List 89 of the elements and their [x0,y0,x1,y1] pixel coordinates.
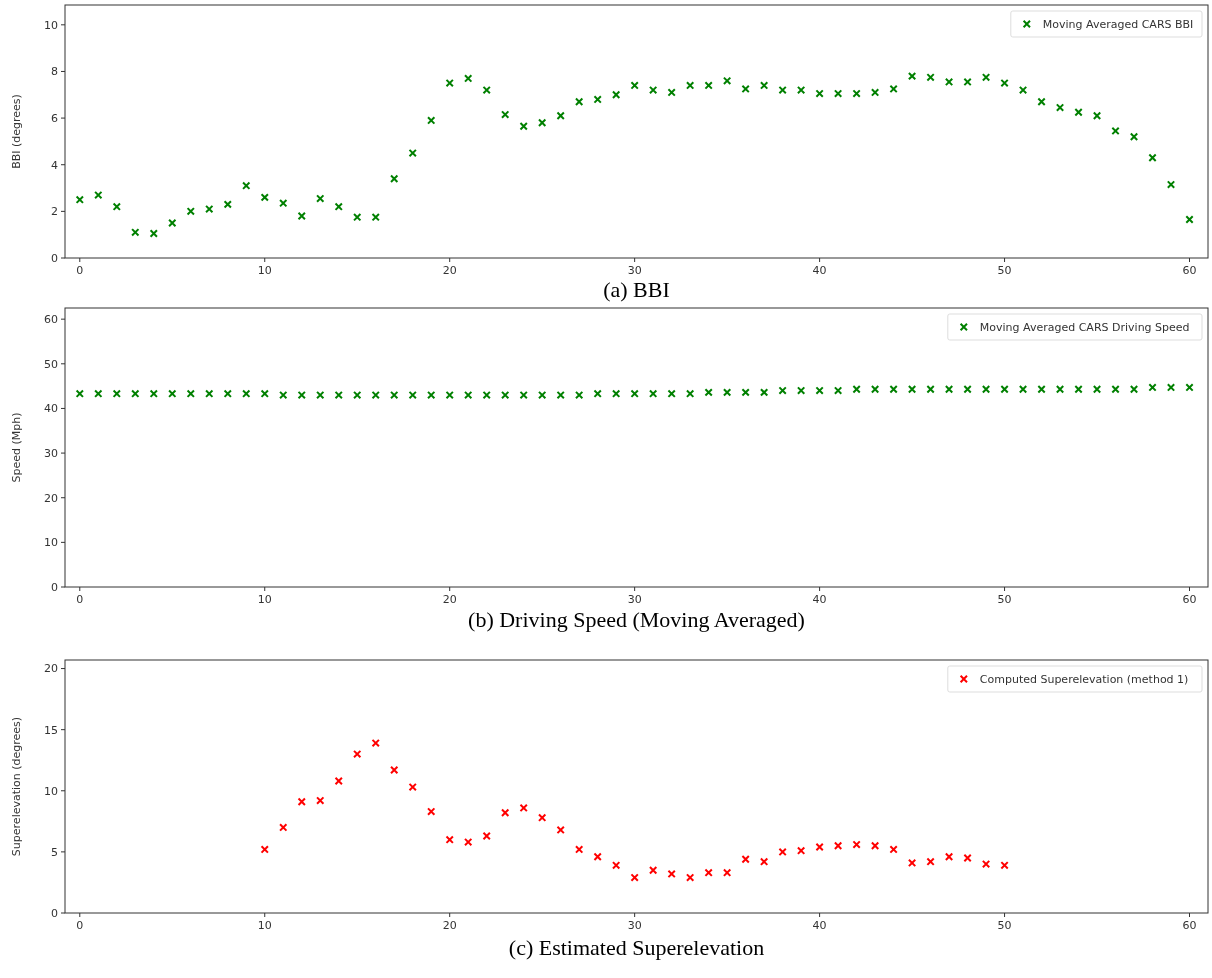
point [667,869,676,879]
point [427,807,436,816]
y-tick-label: 4 [51,158,58,172]
point [537,813,547,822]
point [741,855,750,864]
point [445,835,454,844]
point [852,840,861,849]
point [722,868,732,877]
x-tick-label: 10 [257,919,272,932]
x-tick-label: 40 [812,593,827,606]
y-tick-label: 2 [51,205,58,219]
y-tick-label: 50 [44,357,58,371]
point [815,842,824,852]
y-tick-label: 15 [44,723,58,737]
point [556,825,565,835]
point [371,738,380,748]
point [630,873,639,882]
legend-label: Moving Averaged CARS BBI [1042,17,1194,31]
point [963,853,972,863]
x-tick-label: 60 [1182,593,1197,606]
x-tick-label: 30 [627,264,642,277]
y-tick-label: 60 [44,313,58,327]
point [981,859,991,869]
y-axis-title: Speed (Mph) [10,412,23,483]
point [648,866,658,875]
point [796,846,806,855]
x-tick-label: 10 [257,264,272,277]
x-tick-label: 50 [997,264,1012,277]
legend-label: Computed Superelevation (method 1) [979,672,1189,686]
y-tick-label: 0 [51,580,58,594]
x-tick-label: 50 [997,919,1012,932]
y-tick-label: 10 [44,784,58,798]
y-tick-label: 20 [44,491,58,505]
x-tick-label: 10 [257,593,272,606]
point [759,857,769,866]
y-tick-label: 10 [44,18,58,32]
text: (b) Driving Speed (Moving Averaged) [468,607,805,632]
point [574,845,584,854]
x-tick-label: 30 [627,593,642,606]
point [482,831,491,841]
y-tick-label: 6 [51,111,58,125]
point [260,845,269,854]
point [611,861,621,870]
y-tick-label: 40 [44,402,58,416]
point [778,847,787,857]
point [833,841,843,850]
y-tick-label: 5 [51,845,58,859]
x-tick-label: 20 [442,593,457,606]
point [944,852,954,861]
y-tick-label: 0 [51,906,58,920]
x-tick-label: 0 [76,919,84,932]
point [408,782,417,792]
point [1000,861,1009,870]
point [334,776,343,786]
x-tick-label: 50 [997,593,1012,606]
y-axis-title: BBI (degrees) [10,94,23,169]
point [593,852,602,861]
point [870,841,880,850]
point [926,857,935,866]
x-tick-label: 30 [627,919,642,932]
y-axis-title: Superelevation (degrees) [10,716,23,857]
point [704,868,713,877]
y-tick-label: 30 [44,446,58,460]
x-tick-label: 60 [1182,264,1197,277]
x-tick-label: 40 [812,264,827,277]
point [685,873,695,882]
text: (a) BBI [603,277,670,302]
legend-label: Moving Averaged CARS Driving Speed [979,320,1190,334]
x-tick-label: 40 [812,919,827,932]
y-tick-label: 0 [51,251,58,265]
point [889,845,898,854]
point [907,858,917,868]
x-tick-label: 0 [76,264,84,277]
point [316,796,325,805]
point [353,749,362,759]
y-tick-label: 10 [44,536,58,550]
point [390,765,399,775]
point [297,797,306,806]
point [500,808,510,817]
x-tick-label: 20 [442,919,457,932]
point [519,803,528,813]
x-tick-label: 60 [1182,919,1197,932]
point [279,823,288,832]
point [463,837,473,847]
y-tick-label: 8 [51,65,58,79]
y-tick-label: 20 [44,662,58,676]
text: (c) Estimated Superelevation [508,935,765,960]
x-tick-label: 0 [76,593,84,606]
x-tick-label: 20 [442,264,457,277]
